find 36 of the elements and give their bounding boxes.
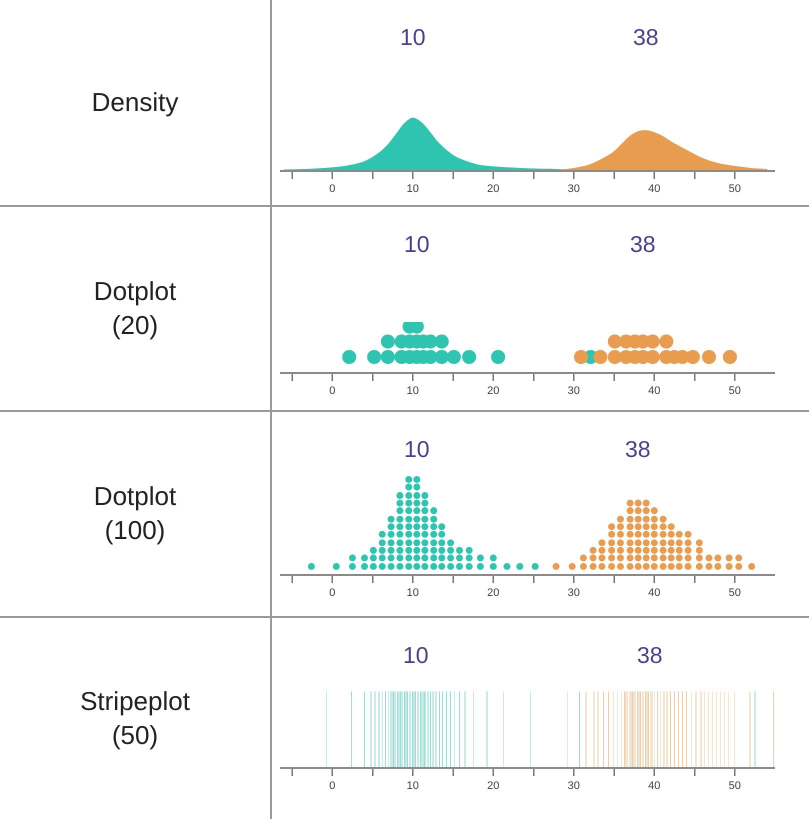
text: 38 <box>630 231 656 257</box>
x-tick-label: 50 <box>728 780 741 792</box>
x-tick-label: 0 <box>329 183 336 196</box>
x-tick-label: 40 <box>648 385 660 398</box>
x-tick-label: 20 <box>487 587 500 600</box>
x-tick-label: 0 <box>329 780 336 792</box>
x-tick-label: 30 <box>568 385 580 398</box>
text: 38 <box>637 642 663 668</box>
text: 38 <box>633 24 659 50</box>
x-tick-label: 10 <box>406 780 419 792</box>
text: 10 <box>404 231 430 257</box>
x-tick-label: 30 <box>568 183 580 196</box>
text: 10 <box>404 436 430 462</box>
chart-title: Dotplot (20) <box>92 274 178 342</box>
x-tick-label: 50 <box>728 183 741 196</box>
x-tick-label: 20 <box>487 780 500 792</box>
x-tick-label: 10 <box>406 587 419 600</box>
x-tick-label: 20 <box>487 385 500 398</box>
text: 38 <box>625 436 651 462</box>
x-tick-label: 40 <box>648 780 660 792</box>
x-tick-label: 50 <box>728 385 741 398</box>
text: Dotplot (100) <box>92 480 178 547</box>
x-tick-label: 40 <box>648 587 660 600</box>
x-tick-label: 0 <box>329 385 336 398</box>
x-tick-label: 10 <box>406 385 419 398</box>
chart-title: Density <box>90 86 180 119</box>
x-tick-label: 40 <box>648 183 660 196</box>
x-tick-label: 50 <box>728 587 741 600</box>
text: 10 <box>400 24 426 50</box>
text: 10 <box>403 642 429 668</box>
x-tick-label: 0 <box>329 587 336 600</box>
x-tick-label: 30 <box>568 587 580 600</box>
x-tick-label: 10 <box>406 183 419 196</box>
x-tick-label: 20 <box>487 183 500 196</box>
text: Stripeplot (50) <box>79 684 191 752</box>
x-tick-label: 30 <box>568 780 580 792</box>
